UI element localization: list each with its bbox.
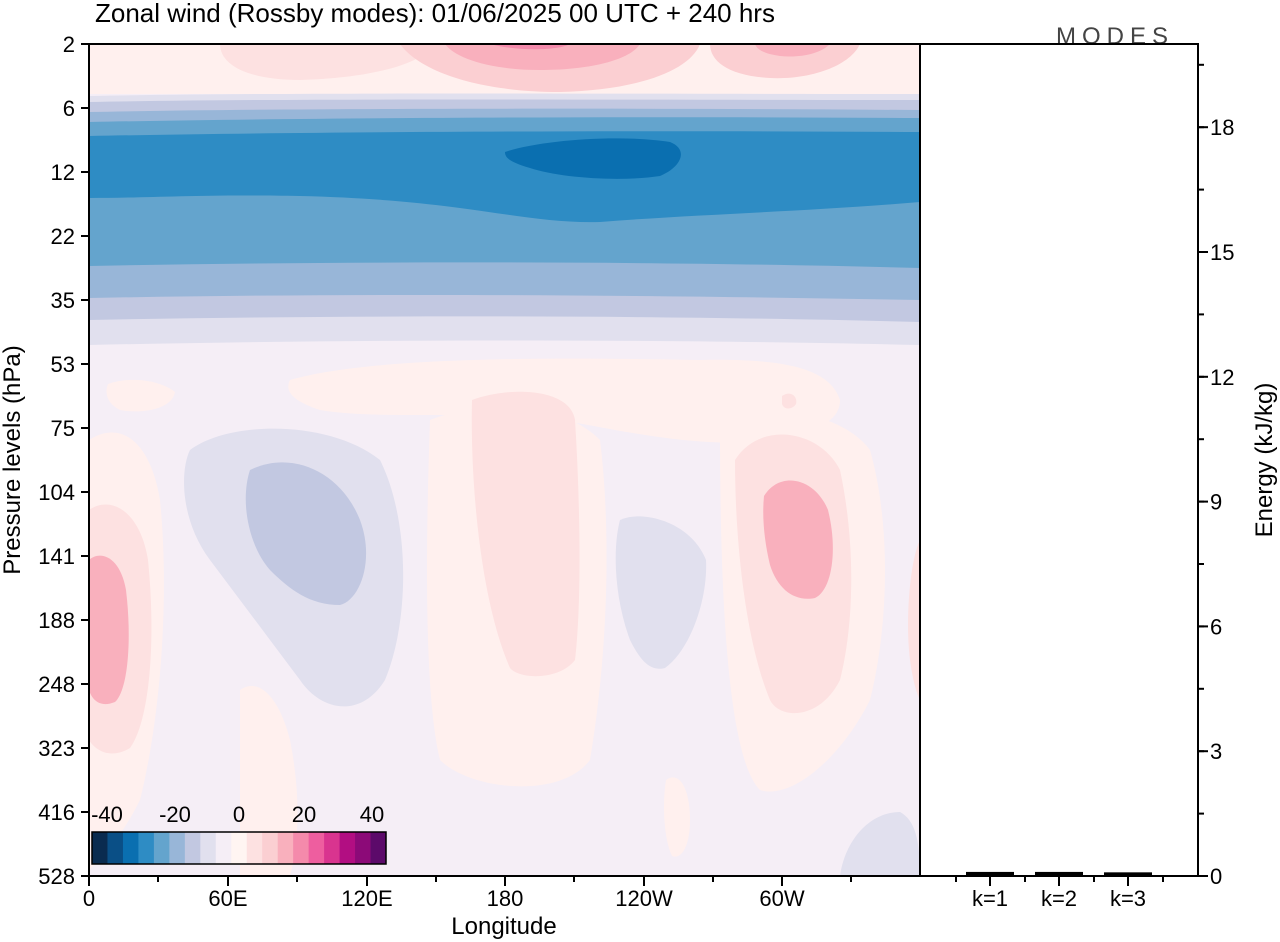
blob-pos-left-3: [89, 555, 129, 705]
colorbar-label: -20: [159, 802, 191, 827]
colorbar-swatch: [277, 832, 294, 864]
colorbar-label: 0: [233, 802, 245, 827]
colorbar-labels: -40 -20 0 20 40: [91, 802, 384, 827]
colorbar-swatch: [246, 832, 263, 864]
colorbar-swatch: [324, 832, 341, 864]
x-tick-label: 60W: [759, 886, 804, 911]
colorbar-label: -40: [91, 802, 123, 827]
energy-tick-label: 9: [1210, 490, 1222, 515]
colorbar-swatch: [200, 832, 217, 864]
blob-top-pink-6: [755, 44, 830, 57]
colorbar-swatch: [215, 832, 232, 864]
blob-pos-bottom-2: [664, 777, 690, 857]
y-tick-label: 188: [38, 608, 75, 633]
colorbar-swatch: [169, 832, 186, 864]
y-axis: 2 6 12 22 35 53 75 104 141 188 248 323 416 528: [38, 32, 89, 889]
y-tick-label: 416: [38, 800, 75, 825]
x-tick-label: 180: [487, 886, 524, 911]
blob-top-pink-1: [220, 44, 430, 80]
y-tick-label: 35: [51, 288, 75, 313]
energy-bar-k2: [1035, 871, 1083, 876]
energy-x-axis: k=1 k=2 k=3: [955, 876, 1164, 911]
colorbar-swatch: [153, 832, 170, 864]
energy-tick-label: 18: [1210, 115, 1234, 140]
energy-category-label: k=1: [972, 886, 1008, 911]
colorbar-swatch: [262, 832, 279, 864]
colorbar-label: 40: [360, 802, 384, 827]
colorbar: [91, 831, 387, 865]
contour-field: [89, 44, 920, 876]
colorbar-swatch: [231, 832, 248, 864]
energy-panel: [920, 44, 1198, 876]
colorbar-swatch: [308, 832, 325, 864]
blob-neg-center: [615, 516, 707, 669]
blob-top-pink-3: [445, 44, 640, 70]
colorbar-frame: [91, 831, 387, 865]
y-axis-label: Pressure levels (hPa): [0, 345, 26, 574]
blob-pos-left-top: [106, 379, 175, 412]
colorbar-swatch: [339, 832, 356, 864]
blob-pos-center-2: [471, 391, 580, 677]
energy-axis: 0 3 6 9 12 15 18: [1198, 63, 1234, 889]
blob-top-pink-4: [490, 44, 570, 50]
y-tick-label: 141: [38, 544, 75, 569]
blob-neg-left-2: [245, 462, 367, 605]
colorbar-swatch: [293, 832, 310, 864]
colorbar-swatch: [122, 832, 139, 864]
blob-neg-bottom-right: [840, 812, 920, 876]
blob-pos-band: [288, 358, 841, 443]
colorbar-label: 20: [292, 802, 316, 827]
colorbar-swatch: [107, 832, 124, 864]
blob-pos-right-3: [763, 480, 833, 599]
energy-bars: [966, 871, 1152, 876]
blob-top-pink-5: [710, 44, 860, 79]
colorbar-swatch: [355, 832, 372, 864]
energy-tick-label: 12: [1210, 365, 1234, 390]
y-tick-label: 104: [38, 480, 75, 505]
y-tick-label: 22: [51, 224, 75, 249]
band-neg-5: [89, 131, 920, 223]
energy-bar-k1: [966, 871, 1014, 876]
colorbar-swatch: [370, 832, 387, 864]
colorbar-swatch: [138, 832, 155, 864]
x-axis: 0 60E 120E 180 120W 60W: [83, 876, 852, 911]
blob-pos-spot: [782, 393, 797, 409]
blob-pos-bottom-1: [240, 685, 298, 876]
colorbar-swatch: [184, 832, 201, 864]
y-tick-label: 12: [51, 160, 75, 185]
energy-tick-label: 0: [1210, 864, 1222, 889]
energy-bar-k3: [1104, 872, 1152, 876]
energy-tick-label: 15: [1210, 240, 1234, 265]
y-tick-label: 2: [63, 32, 75, 57]
y-tick-label: 75: [51, 416, 75, 441]
x-tick-label: 0: [83, 886, 95, 911]
energy-category-label: k=3: [1110, 886, 1146, 911]
energy-tick-label: 6: [1210, 614, 1222, 639]
x-tick-label: 60E: [208, 886, 247, 911]
energy-tick-label: 3: [1210, 739, 1222, 764]
blob-pos-right-edge: [908, 540, 920, 700]
blob-neg-core: [505, 138, 681, 179]
x-axis-label: Longitude: [451, 913, 556, 940]
y-tick-label: 53: [51, 352, 75, 377]
energy-axis-label: Energy (kJ/kg): [1251, 383, 1278, 538]
y-tick-label: 248: [38, 672, 75, 697]
x-tick-label: 120E: [341, 886, 392, 911]
y-tick-label: 6: [63, 96, 75, 121]
energy-category-label: k=2: [1041, 886, 1077, 911]
y-tick-label: 323: [38, 736, 75, 761]
x-tick-label: 120W: [615, 886, 673, 911]
y-tick-label: 528: [38, 864, 75, 889]
colorbar-swatch: [92, 832, 108, 864]
chart-title: Zonal wind (Rossby modes): 01/06/2025 00…: [95, 0, 775, 28]
